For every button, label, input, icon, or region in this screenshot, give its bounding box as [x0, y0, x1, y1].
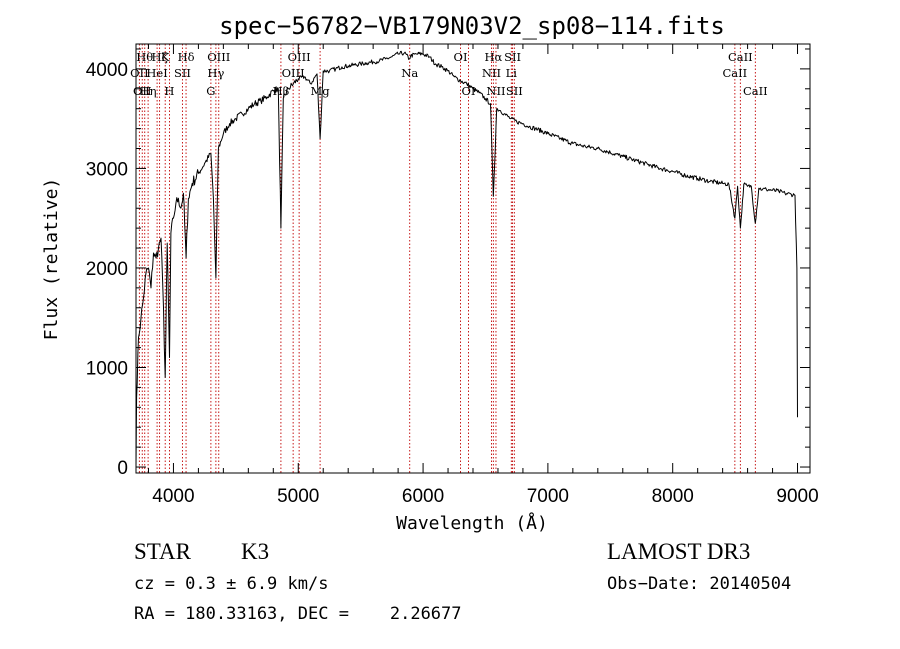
line-label-6563: Hα — [484, 50, 502, 64]
observation-date: Obs−Date: 20140504 — [607, 574, 792, 594]
object-class: STAR — [134, 539, 191, 564]
x-tick-label-9000: 9000 — [776, 486, 818, 507]
spectrum-series — [135, 50, 798, 468]
x-tick-label-6000: 6000 — [402, 486, 444, 507]
chart-title: spec−56782−VB179N03V2_sp08−114.fits — [219, 12, 725, 40]
line-label-4340: Hγ — [207, 66, 224, 80]
line-label-5893: Na — [401, 66, 418, 80]
x-tick-label-5000: 5000 — [277, 486, 319, 507]
line-label-6731: SII — [506, 84, 523, 98]
line-label-6707: Li — [506, 66, 518, 80]
line-label-3797: Hη — [140, 84, 157, 98]
line-markers — [138, 44, 756, 473]
y-tick-label-4000: 4000 — [86, 60, 128, 81]
line-label-4300: G — [206, 84, 215, 98]
line-label-5175: Mg — [311, 84, 331, 98]
line-label-4861: Hβ — [273, 84, 290, 98]
redshift-value: cz = 0.3 ± 6.9 km/s — [134, 574, 329, 594]
x-tick-label-8000: 8000 — [652, 486, 694, 507]
line-label-8498: CaII — [722, 66, 747, 80]
line-label-6300: OI — [454, 50, 468, 64]
line-label-8662: CaII — [743, 84, 768, 98]
y-tick-label-0: 0 — [117, 458, 128, 479]
y-axis-label: Flux (relative) — [41, 178, 62, 341]
line-label-6364: OI — [462, 84, 476, 98]
line-labels: OIIOIIHθHηHeIHζKHSIIHδGHγOIIIHβOIIIOIIIM… — [130, 50, 768, 98]
line-label-3934: K — [161, 50, 170, 64]
line-label-6548: NII — [482, 66, 501, 80]
axis-ticks: 4000 5000 6000 7000 8000 9000 0 1000 2000 3000 400… — [86, 44, 819, 507]
line-label-3727: OII — [130, 66, 149, 80]
line-label-8542: CaII — [728, 50, 753, 64]
survey-name: LAMOST DR3 — [607, 539, 751, 564]
line-label-3968: H — [164, 84, 174, 98]
line-label-6584: NII — [486, 84, 505, 98]
x-axis-label: Wavelength (Å) — [396, 512, 548, 534]
object-subclass: K3 — [241, 539, 270, 564]
line-label-6717: SII — [504, 50, 521, 64]
line-label-4363: OIII — [207, 50, 230, 64]
x-tick-label-4000: 4000 — [152, 486, 194, 507]
spectrum-line — [135, 50, 798, 468]
line-label-4101: Hδ — [178, 50, 195, 64]
line-label-4072: SII — [174, 66, 191, 80]
line-label-3869: HeI — [146, 66, 167, 80]
y-tick-label-3000: 3000 — [86, 159, 128, 180]
line-label-3889: Hζ — [151, 50, 167, 64]
line-label-3750: OII — [133, 84, 152, 98]
line-label-5007: OIII — [288, 50, 311, 64]
line-label-3770: Hθ — [136, 50, 153, 64]
y-tick-label-2000: 2000 — [86, 259, 128, 280]
plot-frame — [135, 43, 811, 474]
y-tick-label-1000: 1000 — [86, 358, 128, 379]
line-label-4959: OIII — [282, 66, 305, 80]
x-tick-label-7000: 7000 — [527, 486, 569, 507]
coordinates: RA = 180.33163, DEC = 2.26677 — [134, 604, 462, 624]
